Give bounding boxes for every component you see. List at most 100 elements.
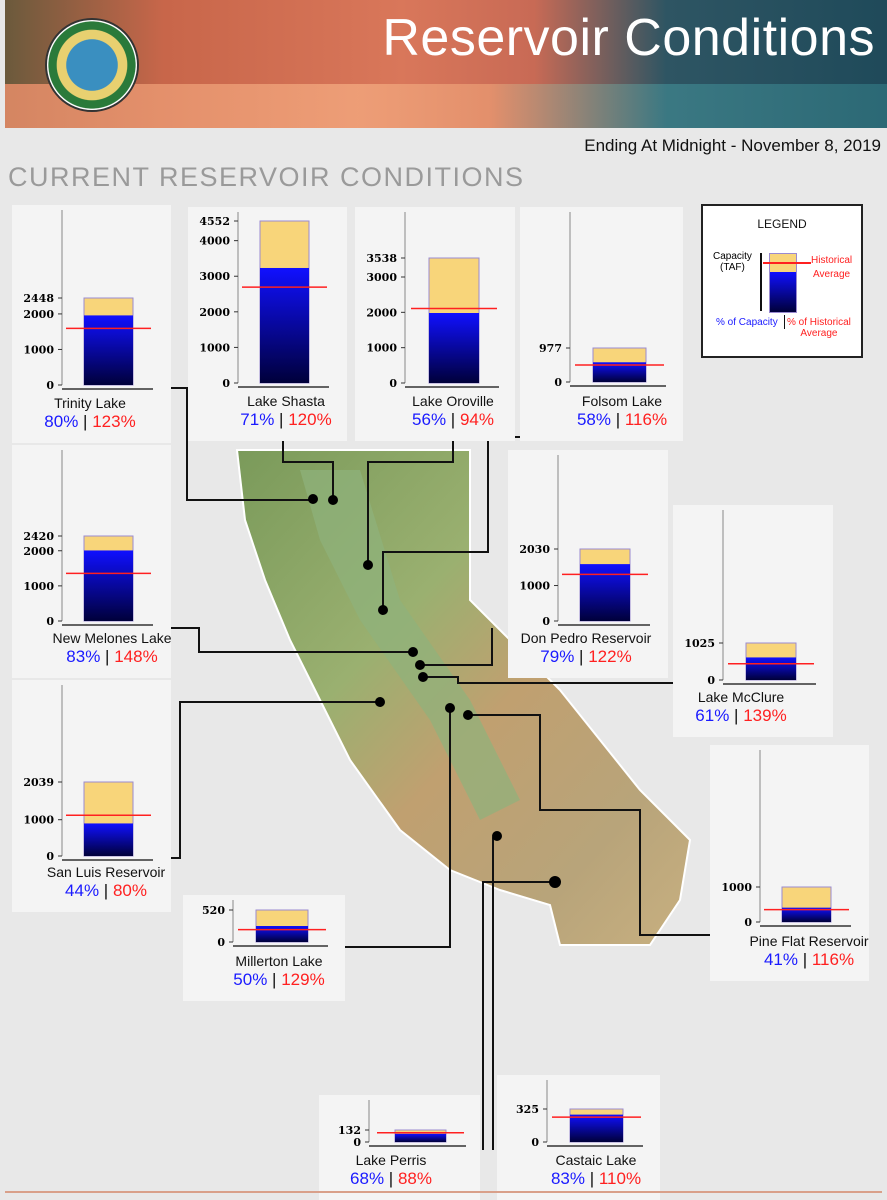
y-tick-label: 1000 [721, 881, 752, 894]
y-tick-label: 0 [353, 1136, 361, 1149]
y-tick-label: 2420 [23, 530, 54, 543]
reservoir-percentages: 80% | 123% [44, 412, 135, 431]
y-tick-label: 0 [554, 376, 562, 389]
y-tick-label: 2000 [199, 306, 230, 319]
reservoir-percentages: 79% | 122% [540, 647, 631, 666]
reservoir-name: Don Pedro Reservoir [521, 630, 652, 646]
reservoir-name: San Luis Reservoir [47, 864, 166, 880]
dot-san-luis [375, 697, 385, 707]
reservoir-percentages: 68% | 88% [350, 1169, 432, 1188]
panel-background [520, 207, 683, 441]
pct-capacity: 68% [350, 1169, 384, 1188]
legend-historical-line [763, 262, 811, 264]
connector-shasta [282, 430, 334, 500]
reservoir-dots [308, 494, 561, 888]
date-line: Ending At Midnight - November 8, 2019 [584, 136, 881, 155]
current-storage-bar [84, 550, 133, 621]
y-tick-label: 0 [542, 615, 550, 628]
reservoir-percentages: 50% | 129% [233, 970, 324, 989]
separator: | [99, 881, 113, 900]
pct-historical: 88% [398, 1169, 432, 1188]
legend-separator [784, 315, 785, 329]
legend-historical-2: Average [813, 269, 851, 280]
separator: | [100, 647, 114, 666]
separator: | [611, 410, 625, 429]
reservoir-name: Lake Oroville [412, 393, 494, 409]
separator: | [574, 647, 588, 666]
current-storage-bar [570, 1114, 623, 1142]
separator: | [78, 412, 92, 431]
pct-historical: 94% [460, 410, 494, 429]
y-tick-label: 2000 [23, 545, 54, 558]
y-tick-label: 0 [531, 1136, 539, 1149]
reservoir-name: Pine Flat Reservoir [749, 933, 868, 949]
connector-lines [165, 387, 712, 1150]
y-tick-label: 0 [217, 936, 225, 949]
reservoir-name: Folsom Lake [582, 393, 662, 409]
connector-mcclure [423, 676, 676, 684]
reservoir-percentages: 61% | 139% [695, 706, 786, 725]
central-valley [300, 470, 520, 820]
separator: | [384, 1169, 398, 1188]
current-storage-bar [429, 313, 479, 383]
y-tick-label: 3000 [199, 270, 230, 283]
y-tick-label: 0 [744, 916, 752, 929]
legend-pct-capacity: % of Capacity [716, 317, 778, 328]
reservoir-name: Millerton Lake [235, 953, 322, 969]
pct-capacity: 58% [577, 410, 611, 429]
connector-san-luis [167, 701, 380, 859]
panel-background [710, 745, 869, 981]
reservoir-name: Lake Perris [356, 1152, 427, 1168]
reservoir-percentages: 44% | 80% [65, 881, 147, 900]
pct-capacity: 71% [240, 410, 274, 429]
legend-title: LEGEND [757, 217, 807, 231]
y-tick-label: 0 [46, 615, 54, 628]
y-tick-label: 1025 [684, 637, 715, 650]
separator: | [798, 950, 812, 969]
pct-historical: 110% [599, 1169, 641, 1188]
legend-pct-hist-1: % of Historical [787, 317, 851, 328]
pct-historical: 123% [92, 412, 135, 431]
dot-new-melones [408, 647, 418, 657]
legend-historical-label: Historical Average [811, 255, 852, 280]
current-storage-bar [782, 907, 831, 922]
banner-background [5, 84, 887, 128]
legend-axis [760, 253, 762, 311]
y-tick-label: 2030 [519, 543, 550, 556]
reservoir-name: New Melones Lake [52, 630, 171, 646]
reservoir-percentages: 83% | 148% [66, 647, 157, 666]
dot-mcclure [418, 672, 428, 682]
dot-shasta [328, 495, 338, 505]
y-tick-label: 0 [46, 850, 54, 863]
current-storage-bar [84, 315, 133, 385]
pct-capacity: 56% [412, 410, 446, 429]
y-tick-label: 0 [389, 377, 397, 390]
y-tick-label: 2448 [23, 292, 54, 305]
legend-capacity-unit: (TAF) [720, 262, 745, 273]
dot-trinity [308, 494, 318, 504]
y-tick-label: 4552 [199, 215, 230, 228]
pct-historical: 80% [113, 881, 147, 900]
dot-castaic [492, 831, 502, 841]
reservoir-percentages: 58% | 116% [577, 410, 667, 429]
pct-historical: 139% [743, 706, 786, 725]
legend-pct-hist-2: Average [800, 328, 838, 339]
section-title: CURRENT RESERVOIR CONDITIONS [8, 162, 525, 192]
pct-capacity: 79% [540, 647, 574, 666]
y-tick-label: 2000 [366, 306, 397, 319]
legend-capacity-label: Capacity (TAF) [713, 251, 752, 273]
reservoir-percentages: 56% | 94% [412, 410, 494, 429]
y-tick-label: 1000 [23, 814, 54, 827]
legend: LEGEND Capacity (TAF) Historical Average… [701, 204, 863, 358]
reservoir-percentages: 41% | 116% [764, 950, 854, 969]
separator: | [729, 706, 743, 725]
